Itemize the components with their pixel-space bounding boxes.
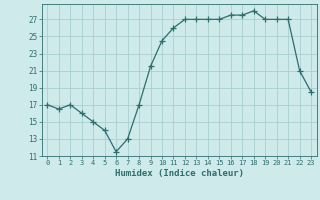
X-axis label: Humidex (Indice chaleur): Humidex (Indice chaleur)	[115, 169, 244, 178]
